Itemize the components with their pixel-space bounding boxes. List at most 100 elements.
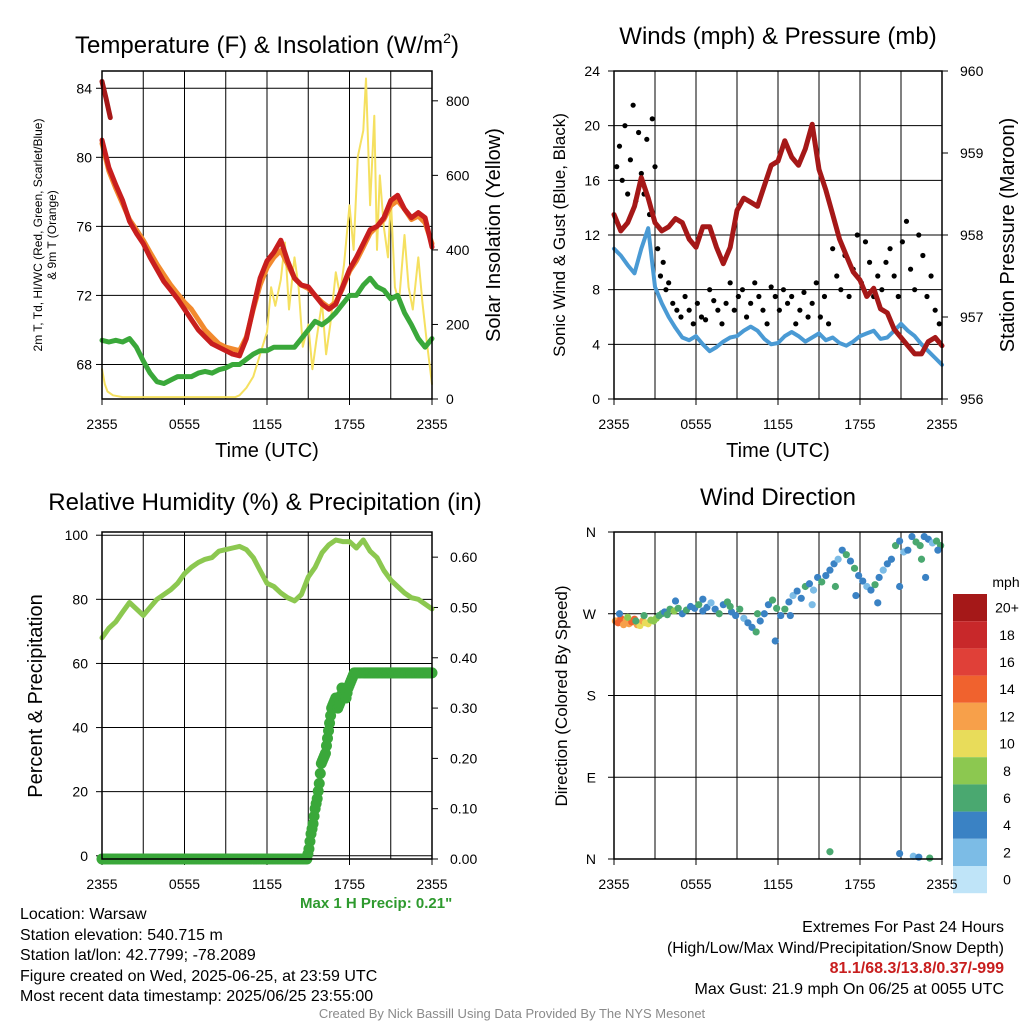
- plot-frame: [101, 70, 433, 400]
- humidity-line: [99, 537, 435, 641]
- y-tick-label: E: [587, 769, 596, 785]
- wind-direction-y-axis-label: Direction (Colored By Speed): [552, 585, 571, 806]
- colorbar-label: 2: [1003, 844, 1011, 860]
- direction-point: [771, 637, 779, 645]
- colorbar-swatch: [953, 811, 987, 839]
- y2-tick-label: 0.30: [450, 700, 477, 716]
- gust-point: [674, 307, 680, 313]
- gust-point: [719, 321, 725, 327]
- gust-point: [652, 164, 658, 170]
- x-tick-label: 0555: [169, 416, 200, 432]
- gust-point: [630, 102, 636, 108]
- x-tick-label: 2355: [86, 416, 117, 432]
- gust-point: [698, 314, 705, 320]
- direction-point: [875, 573, 883, 582]
- wind-line: [612, 226, 944, 367]
- direction-point: [809, 586, 818, 594]
- gust-point: [756, 293, 762, 300]
- direction-point: [768, 596, 777, 604]
- direction-point: [934, 546, 942, 554]
- gust-point: [883, 259, 889, 265]
- y-tick-label: 100: [65, 527, 89, 543]
- y2-tick-label: 400: [446, 242, 470, 258]
- direction-point: [917, 555, 926, 563]
- gust-point: [899, 239, 905, 245]
- y2-tick-label: 0.20: [450, 750, 477, 766]
- y-tick-label: 40: [72, 720, 88, 736]
- colorbar-swatch: [953, 866, 987, 894]
- speed-colorbar: mph 20+ 18 16 14 12 10 8 6 4 2 0: [953, 574, 1020, 894]
- gust-point: [793, 321, 799, 327]
- series-line: [99, 275, 435, 386]
- gust-point: [686, 307, 692, 313]
- x-tick-label: 1155: [763, 416, 793, 432]
- gust-point: [727, 280, 733, 286]
- y-tick-label: 80: [76, 149, 92, 165]
- direction-point: [871, 581, 879, 589]
- direction-point: [671, 597, 680, 605]
- temperature-panel-title: Temperature (F) & Insolation (W/m2): [75, 30, 459, 59]
- gust-point: [627, 157, 634, 163]
- gust-point: [752, 280, 758, 286]
- gust-point: [838, 287, 844, 293]
- precip-point: [313, 778, 325, 790]
- gust-point: [797, 307, 803, 313]
- y2-tick-label: 0.60: [450, 549, 477, 565]
- direction-point: [805, 580, 814, 588]
- extremes-values: 81.1/68.3/13.8/0.37/-999: [829, 960, 1004, 977]
- pressure-y-axis-label: Station Pressure (Maroon): [997, 118, 1019, 353]
- gust-point: [780, 287, 787, 293]
- colorbar-swatch: [953, 648, 987, 676]
- y-tick-label: 12: [584, 227, 600, 243]
- gust-point: [825, 321, 832, 327]
- humidity-panel: Relative Humidity (%) & Precipitation (i…: [25, 489, 482, 892]
- colorbar-label: 8: [1003, 763, 1011, 779]
- gust-point: [834, 273, 840, 279]
- gust-point: [735, 293, 741, 300]
- gust-point: [862, 239, 869, 245]
- direction-point: [904, 546, 912, 554]
- direction-point: [785, 598, 793, 606]
- plot-frame: [613, 531, 943, 860]
- direction-point: [855, 572, 863, 580]
- extremes-title: Extremes For Past 24 Hours: [802, 919, 1004, 936]
- gust-point: [655, 246, 661, 252]
- gust-point: [916, 232, 922, 238]
- wind-y-axis-label: Sonic Wind & Gust (Blue, Black): [550, 113, 569, 357]
- gust-point: [776, 307, 782, 313]
- direction-point: [726, 602, 734, 611]
- y-tick-label: 76: [76, 218, 92, 234]
- direction-point: [760, 610, 768, 618]
- wind-direction-panel: Wind Direction Direction (Colored By Spe…: [552, 484, 1020, 894]
- gust-point: [805, 314, 811, 320]
- gust-point: [924, 293, 930, 300]
- gust-point: [936, 321, 942, 327]
- precip-point: [314, 767, 326, 779]
- x-tick-label: 1155: [763, 876, 793, 892]
- gust-point: [707, 287, 713, 293]
- x-tick-label: 0555: [680, 876, 711, 892]
- gust-point: [809, 300, 815, 306]
- gust-point: [644, 136, 650, 142]
- y-tick-label: 60: [72, 655, 88, 671]
- x-tick-label: 2355: [598, 876, 629, 892]
- colorbar-swatch: [953, 784, 987, 812]
- direction-point: [781, 605, 789, 613]
- gust-point: [879, 287, 885, 293]
- colorbar-swatch: [953, 757, 987, 785]
- direction-point: [707, 599, 715, 607]
- y2-tick-label: 957: [960, 309, 984, 325]
- direction-point: [922, 573, 930, 582]
- direction-point: [887, 555, 896, 563]
- x-tick-label: 0555: [169, 876, 200, 892]
- gust-point: [895, 293, 901, 300]
- colorbar-label: 16: [999, 654, 1015, 670]
- gust-point: [830, 246, 836, 252]
- direction-point: [777, 611, 785, 620]
- extremes-block: Extremes For Past 24 Hours (High/Low/Max…: [667, 918, 1004, 1000]
- x-tick-label: 1755: [844, 416, 875, 432]
- direction-point: [896, 537, 904, 545]
- gust-point: [636, 129, 642, 136]
- gust-point: [928, 273, 934, 279]
- temperature-x-axis-label: Time (UTC): [215, 440, 319, 462]
